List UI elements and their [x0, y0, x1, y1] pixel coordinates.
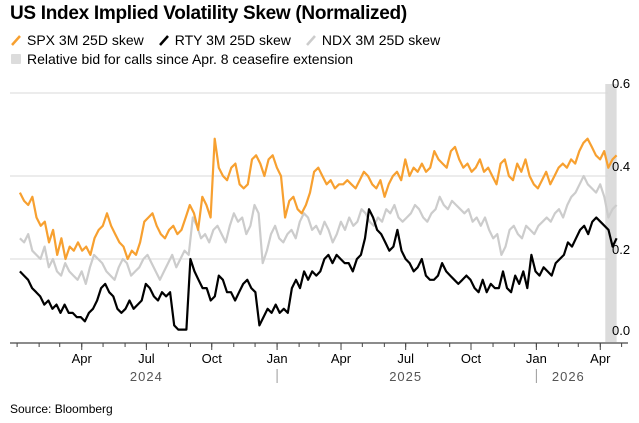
- line-swatch-icon: [158, 34, 169, 46]
- source-note: Source: Bloomberg: [10, 402, 113, 416]
- line-swatch-icon: [305, 34, 316, 46]
- series-line-ndx: [19, 174, 618, 285]
- x-tick-label: Apr: [590, 351, 611, 366]
- x-tick-label: Oct: [202, 351, 223, 366]
- x-tick-label: Jul: [138, 351, 155, 366]
- y-tick-label: 0.4: [612, 159, 630, 174]
- x-year-label: 2024: [130, 369, 163, 384]
- x-tick-label: Jan: [526, 351, 547, 366]
- legend-label: RTY 3M 25D skew: [174, 31, 291, 48]
- x-tick-label: Apr: [72, 351, 93, 366]
- legend-item-spx: SPX 3M 25D skew: [10, 32, 144, 48]
- legend-item-ndx: NDX 3M 25D skew: [305, 32, 440, 48]
- legend-label: SPX 3M 25D skew: [27, 31, 144, 48]
- square-swatch-icon: [11, 53, 21, 64]
- line-swatch-icon: [11, 34, 21, 46]
- legend-item-shaded: Relative bid for calls since Apr. 8 ceas…: [10, 51, 353, 67]
- x-tick-label: Jan: [267, 351, 288, 366]
- y-tick-label: 0.0: [612, 323, 630, 338]
- x-tick-label: Oct: [461, 351, 482, 366]
- x-year-label: 2026: [552, 369, 585, 384]
- chart-title: US Index Implied Volatility Skew (Normal…: [10, 3, 407, 24]
- series-line-rty: [19, 208, 618, 331]
- legend: SPX 3M 25D skew RTY 3M 25D skew NDX 3M 2…: [10, 30, 454, 68]
- legend-item-rty: RTY 3M 25D skew: [158, 32, 291, 48]
- x-tick-label: Apr: [331, 351, 352, 366]
- x-tick-label: Jul: [397, 351, 414, 366]
- series-line-spx: [18, 137, 618, 261]
- y-tick-label: 0.2: [612, 242, 630, 257]
- x-year-label: 2025: [389, 369, 422, 384]
- legend-label: Relative bid for calls since Apr. 8 ceas…: [27, 50, 354, 67]
- y-tick-label: 0.6: [612, 76, 630, 91]
- legend-label: NDX 3M 25D skew: [321, 31, 441, 48]
